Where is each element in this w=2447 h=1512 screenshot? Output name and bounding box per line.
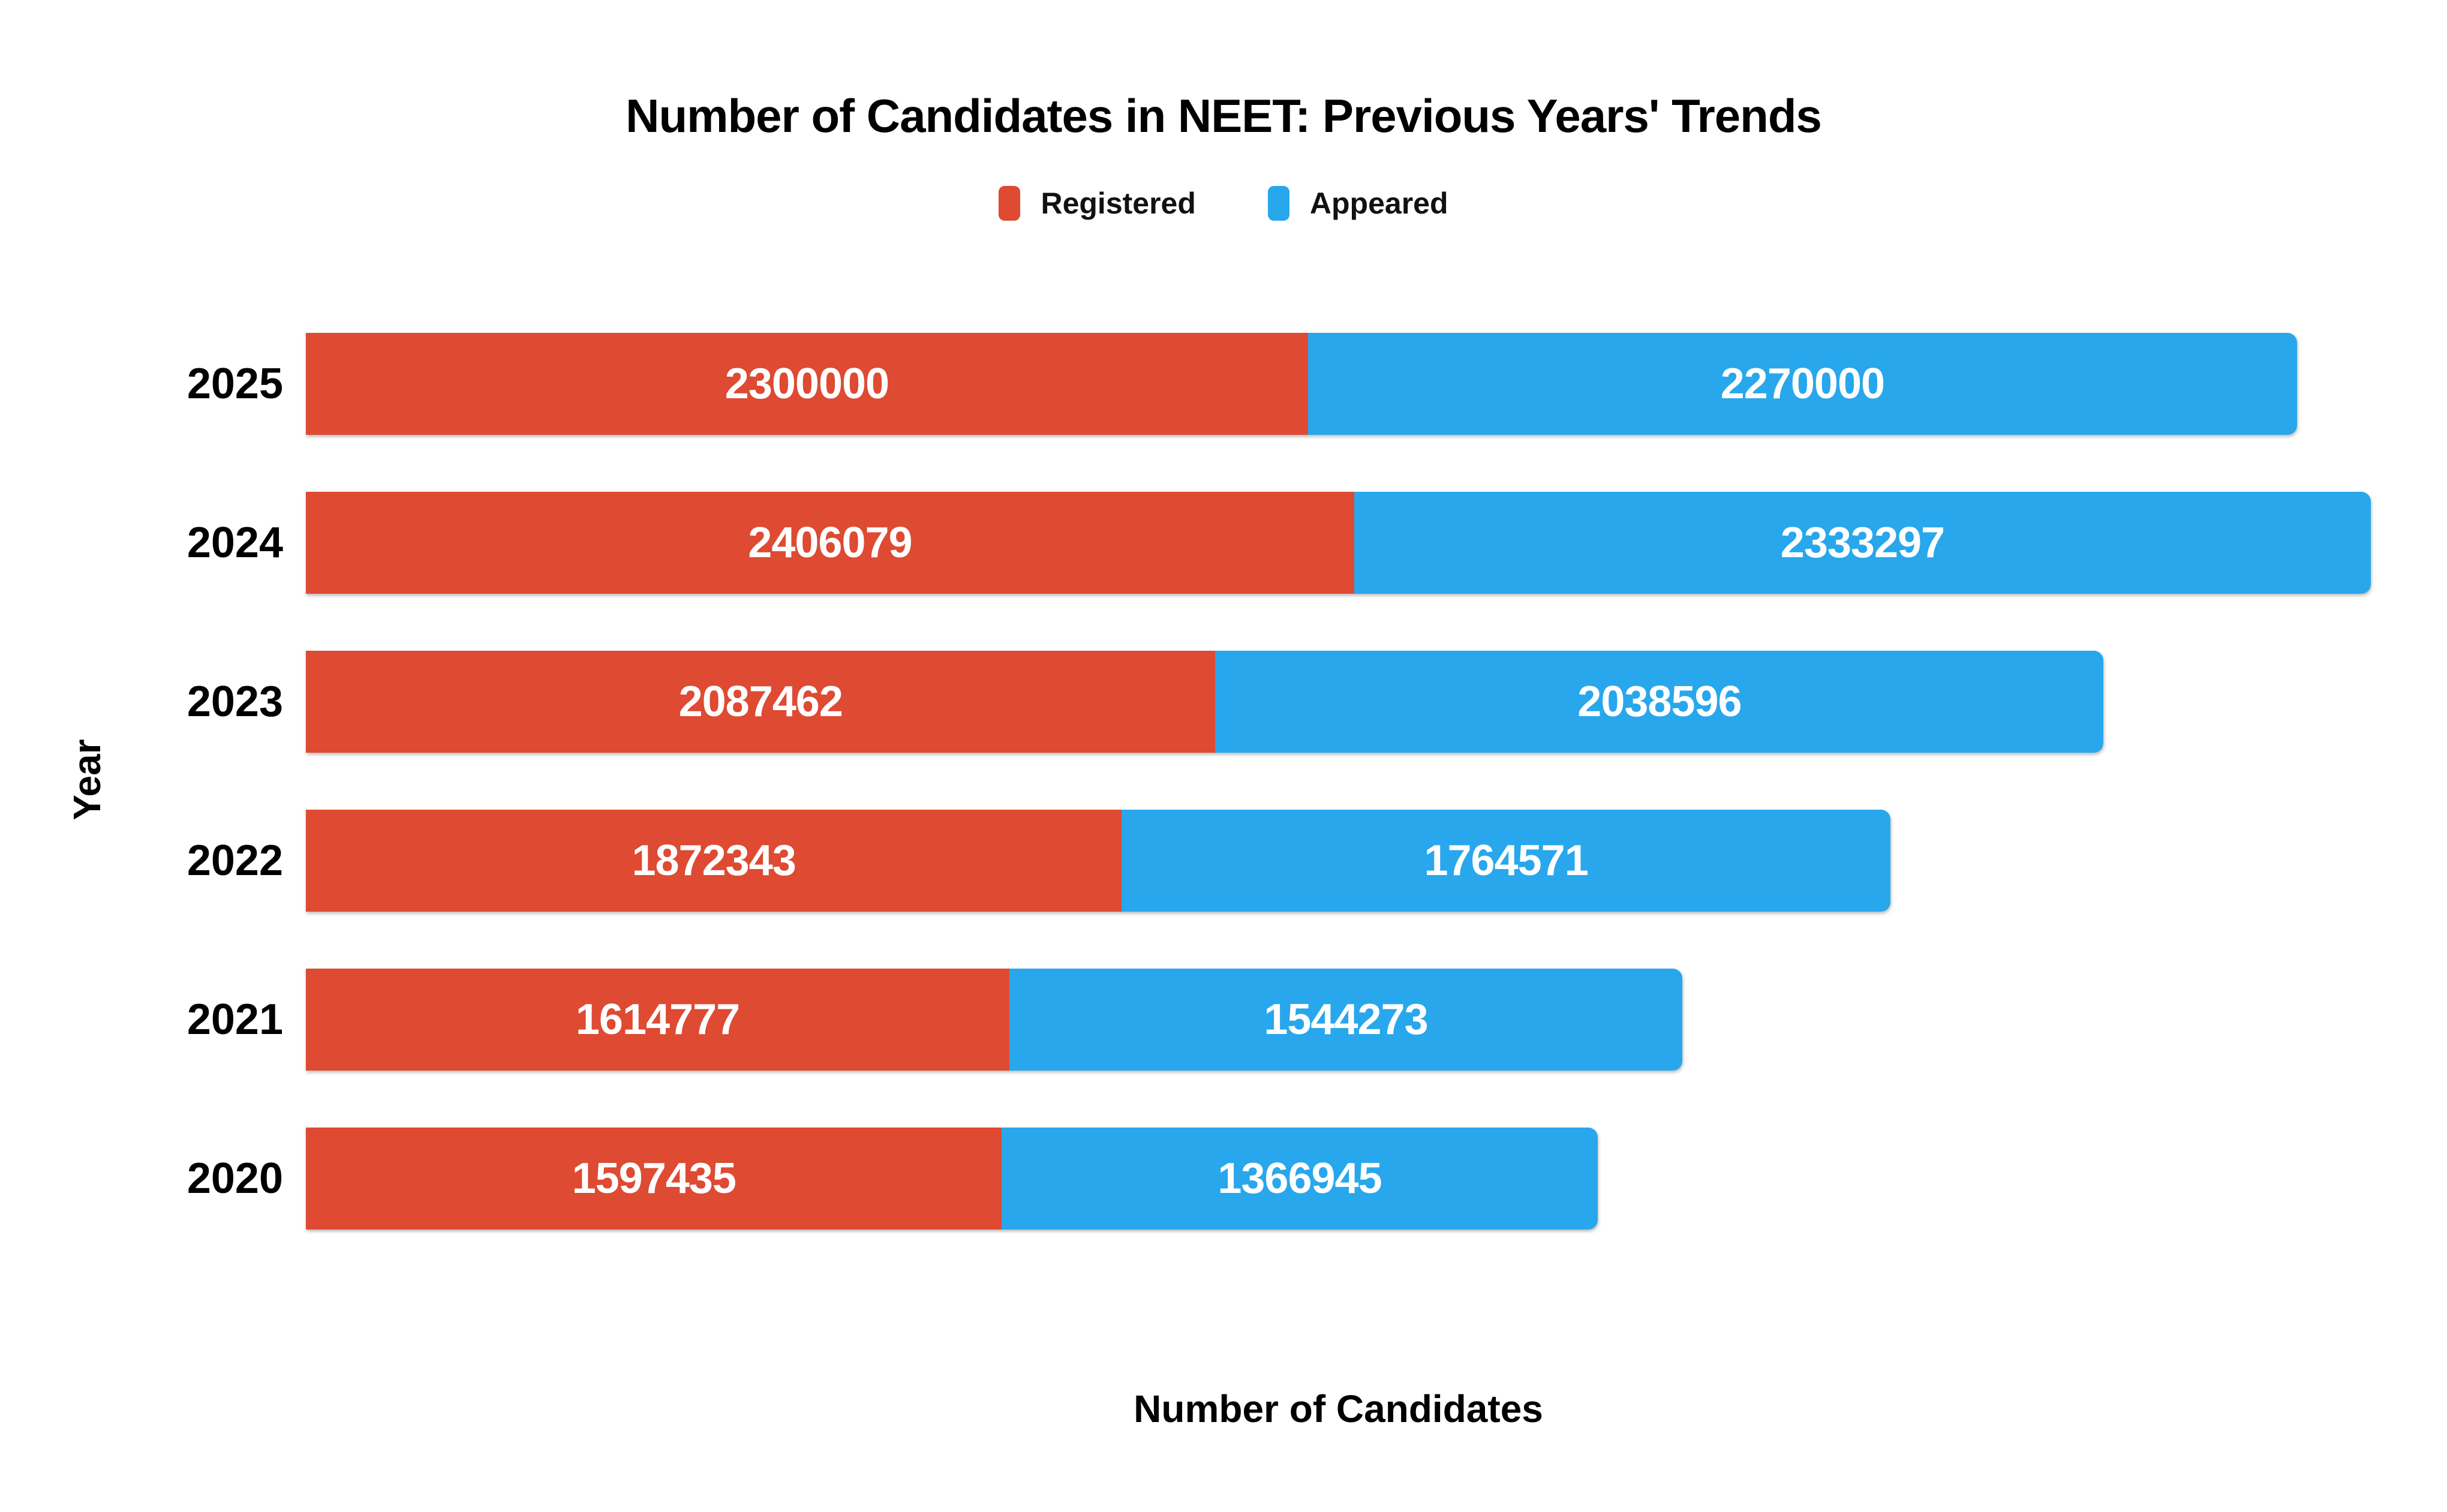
year-tick-label: 2023	[187, 678, 283, 726]
appeared-bar-segment: 1764571	[1122, 810, 1891, 912]
bar-value-label: 1544273	[1264, 996, 1428, 1044]
bar-track: 1614777 1544273	[306, 969, 2371, 1071]
appeared-swatch-icon	[1267, 186, 1289, 221]
appeared-bar-segment: 2333297	[1354, 492, 2371, 594]
bar-value-label: 1764571	[1424, 837, 1588, 885]
bar-track: 1597435 1366945	[306, 1128, 2371, 1230]
registered-swatch-icon	[999, 186, 1021, 221]
chart-row-2025: 2025 2300000 2270000	[0, 333, 2447, 435]
legend-label-appeared: Appeared	[1309, 187, 1448, 220]
bar-track: 2087462 2038596	[306, 651, 2371, 753]
registered-bar-segment: 2300000	[306, 333, 1308, 435]
appeared-bar-segment: 1544273	[1009, 969, 1682, 1071]
bar-value-label: 2333297	[1780, 519, 1945, 567]
legend: Registered Appeared	[0, 186, 2447, 221]
bar-value-label: 2087462	[678, 678, 843, 726]
y-axis-title: Year	[65, 739, 109, 820]
appeared-bar-segment: 2038596	[1215, 651, 2104, 753]
registered-bar-segment: 1597435	[306, 1128, 1002, 1230]
year-tick-label: 2025	[187, 360, 283, 408]
year-tick-label: 2022	[187, 837, 283, 885]
bar-value-label: 1614777	[575, 996, 740, 1044]
year-tick-label: 2024	[187, 519, 283, 567]
bar-track: 2406079 2333297	[306, 492, 2371, 594]
bar-value-label: 2038596	[1577, 678, 1742, 726]
bar-value-label: 1597435	[572, 1155, 736, 1203]
chart-row-2022: 2022 1872343 1764571	[0, 810, 2447, 912]
bar-track: 1872343 1764571	[306, 810, 2371, 912]
appeared-bar-segment: 2270000	[1307, 333, 2297, 435]
bar-track: 2300000 2270000	[306, 333, 2371, 435]
x-axis-title: Number of Candidates	[1134, 1387, 1543, 1430]
year-tick-label: 2020	[187, 1155, 283, 1203]
chart-row-2020: 2020 1597435 1366945	[0, 1128, 2447, 1230]
year-tick-label: 2021	[187, 996, 283, 1044]
registered-bar-segment: 1872343	[306, 810, 1122, 912]
chart-title: Number of Candidates in NEET: Previous Y…	[626, 89, 1822, 142]
bar-value-label: 2406079	[748, 519, 912, 567]
bar-value-label: 1872343	[632, 837, 796, 885]
legend-item-appeared: Appeared	[1267, 186, 1448, 221]
bar-value-label: 1366945	[1218, 1155, 1382, 1203]
chart-row-2023: 2023 2087462 2038596	[0, 651, 2447, 753]
chart-row-2021: 2021 1614777 1544273	[0, 969, 2447, 1071]
legend-item-registered: Registered	[999, 186, 1196, 221]
bar-value-label: 2270000	[1720, 360, 1885, 408]
appeared-bar-segment: 1366945	[1002, 1128, 1598, 1230]
legend-label-registered: Registered	[1041, 187, 1196, 220]
registered-bar-segment: 2087462	[306, 651, 1216, 753]
chart-row-2024: 2024 2406079 2333297	[0, 492, 2447, 594]
registered-bar-segment: 2406079	[306, 492, 1354, 594]
bar-value-label: 2300000	[725, 360, 889, 408]
registered-bar-segment: 1614777	[306, 969, 1010, 1071]
